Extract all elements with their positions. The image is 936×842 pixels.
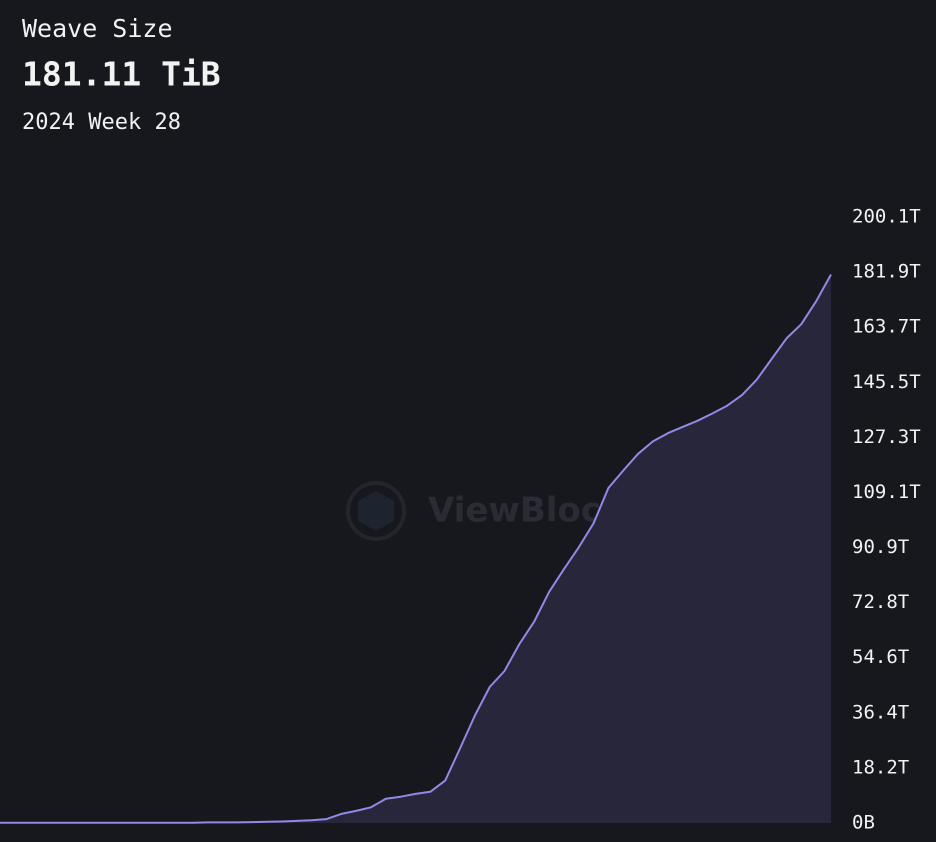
y-tick-label: 90.9T	[852, 536, 909, 558]
y-tick-label: 109.1T	[852, 481, 921, 503]
area-line	[0, 274, 832, 824]
y-tick-label: 72.8T	[852, 591, 909, 613]
headline-value: 181.11 TiB	[22, 55, 221, 94]
subtitle: 2024 Week 28	[22, 110, 181, 135]
y-tick-label: 163.7T	[852, 316, 921, 338]
area-fill	[0, 274, 831, 823]
y-tick-label: 18.2T	[852, 756, 909, 778]
y-tick-label: 36.4T	[852, 701, 909, 723]
chart-title: Weave Size	[22, 14, 173, 43]
y-tick-label: 181.9T	[852, 261, 921, 283]
y-tick-label: 54.6T	[852, 646, 909, 668]
y-tick-label: 0B	[852, 812, 875, 834]
y-tick-label: 200.1T	[852, 206, 921, 228]
y-tick-label: 145.5T	[852, 371, 921, 393]
y-tick-label: 127.3T	[852, 426, 921, 448]
watermark-logo	[346, 481, 406, 541]
